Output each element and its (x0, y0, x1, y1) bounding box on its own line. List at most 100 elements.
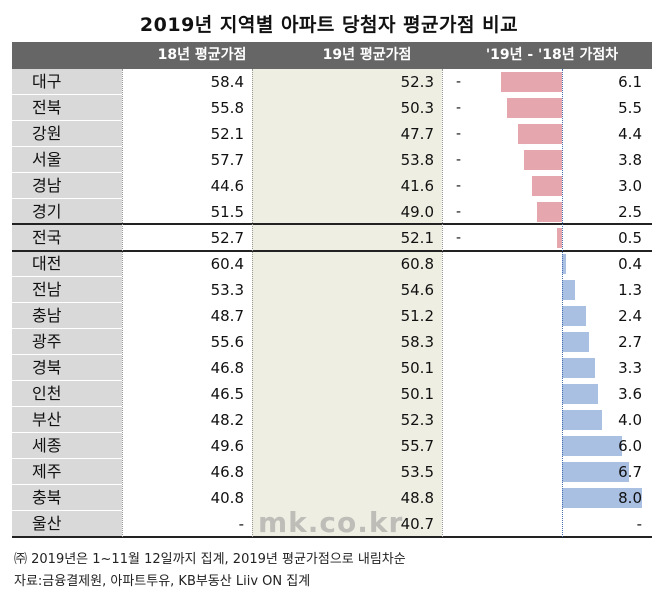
region-label: 인천 (12, 381, 122, 407)
negative-diff-bar (532, 176, 562, 196)
value-2019: 53.5 (252, 459, 442, 485)
diff-cell: - (442, 511, 652, 537)
region-label: 부산 (12, 407, 122, 433)
table-row: 제주 46.8 53.5 6.7 (12, 459, 652, 485)
region-label: 충북 (12, 485, 122, 511)
diff-value: 4.4 (618, 125, 642, 143)
table-row: 경북 46.8 50.1 3.3 (12, 355, 652, 381)
region-label: 전국 (12, 225, 122, 251)
diff-value: 0.4 (618, 255, 642, 273)
value-2018: - (122, 511, 252, 537)
positive-diff-bar (562, 488, 642, 508)
region-label: 대구 (12, 69, 122, 95)
value-2019: 60.8 (252, 251, 442, 277)
diff-value: 2.7 (618, 333, 642, 351)
diff-value: 3.8 (618, 151, 642, 169)
diff-cell: 2.7 (442, 329, 652, 355)
table-row: 광주 55.6 58.3 2.7 (12, 329, 652, 355)
minus-sign: - (456, 204, 462, 220)
value-2019: 52.3 (252, 407, 442, 433)
diff-value: 3.6 (618, 385, 642, 403)
diff-cell: 3.3 (442, 355, 652, 381)
positive-diff-bar (562, 462, 629, 482)
positive-diff-bar (562, 436, 622, 456)
table-row: 전국 52.7 52.1- 0.5 (12, 225, 652, 251)
diff-value: 2.5 (618, 203, 642, 221)
value-2019: 58.3 (252, 329, 442, 355)
column-divider (442, 69, 443, 537)
diff-value: - (636, 515, 642, 533)
region-label: 전북 (12, 95, 122, 121)
value-2018: 46.8 (122, 355, 252, 381)
value-2018: 48.7 (122, 303, 252, 329)
value-2019: 50.3 (252, 95, 442, 121)
region-label: 강원 (12, 121, 122, 147)
diff-cell: 3.6 (442, 381, 652, 407)
region-label: 경북 (12, 355, 122, 381)
value-2018: 60.4 (122, 251, 252, 277)
region-label: 대전 (12, 251, 122, 277)
diff-value: 6.7 (618, 463, 642, 481)
value-2019: 52.3 (252, 69, 442, 95)
region-label: 세종 (12, 433, 122, 459)
table-row: 경기 51.5 49.0- 2.5 (12, 199, 652, 225)
table-row: 인천 46.5 50.1 3.6 (12, 381, 652, 407)
value-2018: 55.8 (122, 95, 252, 121)
table-row: 전남 53.3 54.6 1.3 (12, 277, 652, 303)
minus-sign: - (456, 100, 462, 116)
diff-value: 0.5 (618, 229, 642, 247)
comparison-table: 18년 평균가점 19년 평균가점 '19년 - '18년 가점차 대구 58.4… (12, 42, 652, 547)
value-2018: 46.8 (122, 459, 252, 485)
diff-value: 6.0 (618, 437, 642, 455)
value-2019: 52.1 (252, 225, 442, 251)
table-row: 충북 40.8 48.8 8.0 (12, 485, 652, 511)
diff-value: 3.0 (618, 177, 642, 195)
diff-cell: 6.0 (442, 433, 652, 459)
table-row: 경남 44.6 41.6- 3.0 (12, 173, 652, 199)
region-label: 서울 (12, 147, 122, 173)
region-label: 전남 (12, 277, 122, 303)
negative-diff-bar (524, 150, 562, 170)
value-2019: 47.7 (252, 121, 442, 147)
diff-cell: 6.7 (442, 459, 652, 485)
negative-diff-bar (557, 228, 562, 248)
table-row: 충남 48.7 51.2 2.4 (12, 303, 652, 329)
value-2018: 52.7 (122, 225, 252, 251)
value-2019: 50.1 (252, 381, 442, 407)
minus-sign: - (456, 230, 462, 246)
value-2019: 50.1 (252, 355, 442, 381)
positive-diff-bar (562, 384, 598, 404)
header-2019: 19년 평균가점 (322, 47, 412, 63)
row-divider (12, 250, 652, 252)
diff-value: 8.0 (618, 489, 642, 507)
table-row: 대구 58.4 52.3- 6.1 (12, 69, 652, 95)
negative-diff-bar (518, 124, 562, 144)
value-2019: 41.6 (252, 173, 442, 199)
table-row: 세종 49.6 55.7 6.0 (12, 433, 652, 459)
chart-title: 2019년 지역별 아파트 당첨자 평균가점 비교 (139, 14, 519, 36)
header-diff: '19년 - '18년 가점차 (485, 47, 619, 63)
minus-sign: - (456, 152, 462, 168)
table-header: 18년 평균가점 19년 평균가점 '19년 - '18년 가점차 (12, 42, 652, 69)
value-2018: 40.8 (122, 485, 252, 511)
negative-diff-bar (537, 202, 562, 222)
value-2019: 54.6 (252, 277, 442, 303)
minus-sign: - (456, 126, 462, 142)
value-2019: 55.7 (252, 433, 442, 459)
row-divider (12, 223, 652, 225)
table-row: 전북 55.8 50.3- 5.5 (12, 95, 652, 121)
table-row: 서울 57.7 53.8- 3.8 (12, 147, 652, 173)
diff-cell: 4.0 (442, 407, 652, 433)
minus-sign: - (456, 74, 462, 90)
positive-diff-bar (562, 254, 566, 274)
value-2018: 48.2 (122, 407, 252, 433)
diff-cell: 0.4 (442, 251, 652, 277)
positive-diff-bar (562, 410, 602, 430)
table-row: 대전 60.4 60.8 0.4 (12, 251, 652, 277)
diff-cell: 8.0 (442, 485, 652, 511)
value-2018: 58.4 (122, 69, 252, 95)
positive-diff-bar (562, 306, 586, 326)
diff-cell: - 3.0 (442, 173, 652, 199)
positive-diff-bar (562, 332, 589, 352)
value-2018: 52.1 (122, 121, 252, 147)
